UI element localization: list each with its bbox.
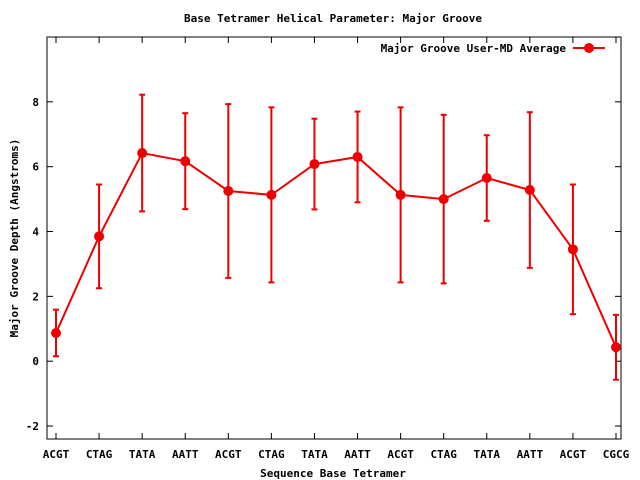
- x-tick-label: TATA: [301, 448, 328, 461]
- y-tick-label: 2: [32, 290, 39, 303]
- x-tick-label: AATT: [344, 448, 371, 461]
- legend: Major Groove User-MD Average: [381, 42, 605, 55]
- x-tick-label: ACGT: [387, 448, 414, 461]
- data-point: [180, 156, 191, 167]
- legend-label: Major Groove User-MD Average: [381, 42, 567, 55]
- y-tick-label: 6: [32, 161, 39, 174]
- x-tick-label: TATA: [129, 448, 156, 461]
- axes: -2 0 2 4 6 8 ACGT CTAG TATA AATT ACGT CTAG TATA AATT A…: [26, 37, 630, 461]
- x-tick-label: ACGT: [43, 448, 70, 461]
- data-point: [438, 194, 449, 205]
- x-axis-label: Sequence Base Tetramer: [260, 467, 406, 480]
- data-point: [395, 189, 406, 200]
- y-tick-label: 0: [32, 355, 39, 368]
- x-tick-label: TATA: [474, 448, 501, 461]
- x-tick-label: CGCG: [603, 448, 630, 461]
- series-line: [55, 151, 617, 348]
- y-tick-label: -2: [26, 420, 39, 433]
- chart-title: Base Tetramer Helical Parameter: Major G…: [184, 12, 482, 25]
- data-point: [51, 327, 61, 338]
- legend-marker-swatch: [584, 43, 594, 53]
- y-axis-label: Major Groove Depth (Angstroms): [8, 139, 21, 338]
- x-tick-label: ACGT: [215, 448, 242, 461]
- data-point: [223, 185, 234, 196]
- data-point: [309, 159, 320, 170]
- data-point: [137, 148, 148, 159]
- data-point: [481, 173, 492, 184]
- data-point: [94, 231, 105, 242]
- x-tick-label: ACGT: [560, 448, 587, 461]
- data-point: [352, 151, 363, 162]
- series-layer: [51, 93, 621, 381]
- x-tick-label: AATT: [172, 448, 199, 461]
- data-point: [524, 185, 535, 196]
- x-tick-label: CTAG: [86, 448, 113, 461]
- data-point: [567, 244, 578, 255]
- x-tick-label: CTAG: [430, 448, 457, 461]
- data-point: [266, 189, 277, 200]
- y-tick-label: 4: [32, 226, 39, 239]
- x-tick-label: CTAG: [258, 448, 285, 461]
- plot-frame: [46, 36, 622, 440]
- y-tick-label: 8: [32, 96, 39, 109]
- data-point: [611, 342, 621, 353]
- x-tick-label: AATT: [517, 448, 544, 461]
